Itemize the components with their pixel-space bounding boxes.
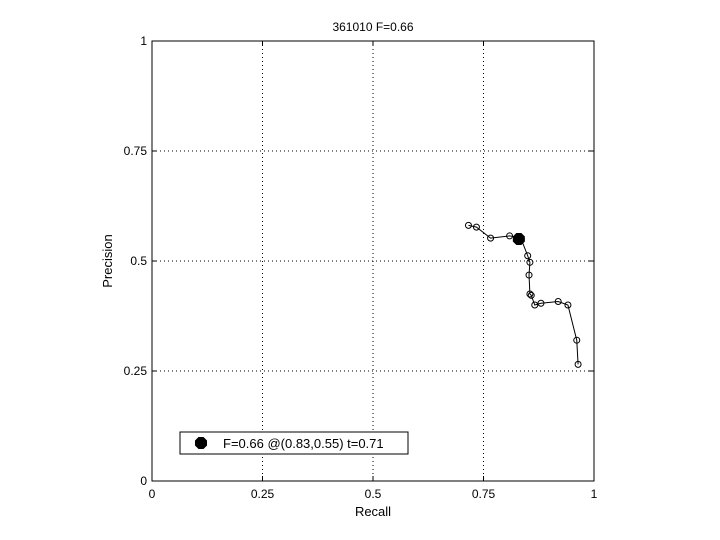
data-point <box>526 290 534 298</box>
data-point <box>564 301 572 309</box>
y-tick-label: 0.5 <box>130 254 147 268</box>
x-tick-label: 0.25 <box>251 487 275 501</box>
data-point <box>526 258 534 266</box>
y-tick-label: 0 <box>140 474 147 488</box>
data-point <box>487 234 495 242</box>
x-tick-label: 0.75 <box>472 487 496 501</box>
grid-lines <box>152 41 594 481</box>
data-point <box>472 223 480 231</box>
data-point <box>506 232 514 240</box>
data-point <box>527 291 535 299</box>
axis-ticks: 0 0.25 0.5 0.75 1 0 0.25 0.5 0.75 1 <box>124 34 598 501</box>
best-f-marker <box>512 232 525 246</box>
legend-box <box>179 431 409 455</box>
y-axis-label: Precision <box>100 234 115 287</box>
x-tick-label: 0.5 <box>365 487 382 501</box>
plot-area <box>464 221 582 368</box>
x-tick-label: 0 <box>149 487 156 501</box>
x-axis-label: Recall <box>355 504 391 519</box>
data-point <box>524 252 532 260</box>
legend-label: F=0.66 @(0.83,0.55) t=0.71 <box>223 436 384 451</box>
y-tick-label: 0.25 <box>124 364 148 378</box>
series-line <box>468 224 579 365</box>
data-point <box>525 271 533 279</box>
x-tick-label: 1 <box>591 487 598 501</box>
data-point <box>537 299 545 307</box>
y-tick-label: 1 <box>140 34 147 48</box>
legend: F=0.66 @(0.83,0.55) t=0.71 <box>179 431 409 455</box>
legend-marker-icon <box>194 436 208 450</box>
data-point <box>531 301 539 309</box>
y-tick-label: 0.75 <box>124 144 148 158</box>
data-point <box>554 297 562 305</box>
data-point <box>574 360 582 368</box>
data-point <box>464 221 472 229</box>
data-point <box>573 336 581 344</box>
chart-title: 361010 F=0.66 <box>332 20 413 34</box>
